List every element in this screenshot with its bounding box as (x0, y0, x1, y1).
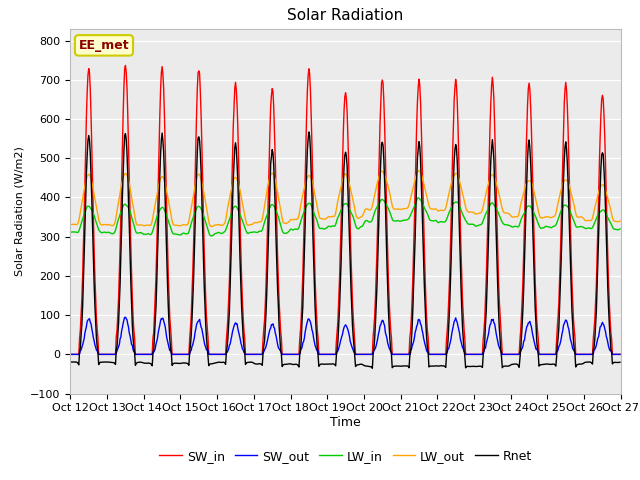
SW_in (67, 351, 74, 357)
Line: Rnet: Rnet (70, 132, 620, 368)
Rnet (616, 360, 624, 365)
LW_in (219, 230, 227, 236)
Rnet (305, 129, 313, 135)
Rnet (429, 363, 437, 369)
SW_in (189, 245, 197, 251)
SW_out (413, 323, 420, 329)
LW_out (616, 218, 624, 224)
SW_in (77, 327, 84, 333)
SW_in (413, 121, 420, 127)
SW_out (616, 351, 624, 357)
LW_in (67, 229, 74, 235)
SW_out (219, 351, 227, 357)
Line: SW_in: SW_in (70, 65, 620, 354)
SW_in (122, 62, 129, 68)
SW_out (122, 314, 129, 320)
Title: Solar Radiation: Solar Radiation (287, 9, 404, 24)
Y-axis label: Solar Radiation (W/m2): Solar Radiation (W/m2) (15, 146, 25, 276)
SW_out (189, 338, 197, 344)
LW_out (208, 224, 216, 229)
LW_out (415, 168, 423, 174)
LW_in (133, 230, 141, 236)
SW_out (77, 348, 84, 354)
Legend: SW_in, SW_out, LW_in, LW_out, Rnet: SW_in, SW_out, LW_in, LW_out, Rnet (154, 444, 537, 468)
SW_in (134, 351, 141, 357)
SW_out (429, 351, 436, 357)
Rnet (133, 360, 141, 366)
Line: SW_out: SW_out (70, 317, 620, 354)
LW_out (429, 206, 437, 212)
Rnet (189, 299, 196, 304)
LW_in (77, 224, 84, 229)
X-axis label: Time: Time (330, 416, 361, 429)
Text: EE_met: EE_met (79, 39, 129, 52)
LW_in (616, 226, 624, 232)
LW_in (414, 195, 422, 201)
Rnet (77, 345, 84, 351)
Line: LW_in: LW_in (70, 198, 620, 236)
Line: LW_out: LW_out (70, 171, 620, 227)
LW_out (189, 197, 196, 203)
Rnet (369, 365, 376, 371)
LW_out (133, 222, 141, 228)
LW_out (219, 222, 227, 228)
LW_in (429, 218, 437, 224)
LW_in (208, 233, 216, 239)
Rnet (218, 360, 226, 365)
SW_in (429, 351, 436, 357)
LW_out (67, 222, 74, 228)
SW_in (616, 351, 624, 357)
LW_in (189, 216, 196, 222)
SW_in (219, 351, 227, 357)
SW_out (134, 351, 141, 357)
LW_out (77, 209, 84, 215)
SW_out (67, 351, 74, 357)
LW_out (413, 171, 420, 177)
Rnet (413, 155, 421, 160)
Rnet (67, 359, 74, 365)
LW_in (413, 197, 420, 203)
